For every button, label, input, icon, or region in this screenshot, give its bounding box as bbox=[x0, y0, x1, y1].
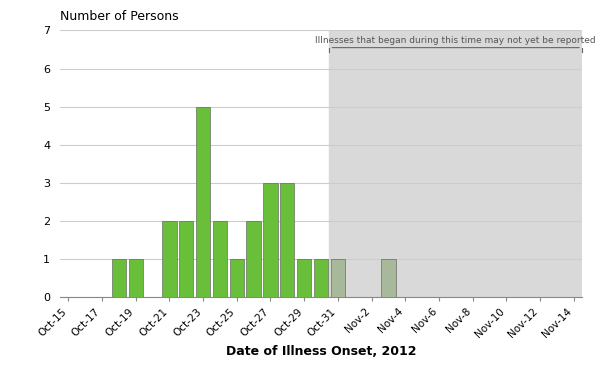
Bar bbox=[230, 259, 244, 297]
X-axis label: Date of Illness Onset, 2012: Date of Illness Onset, 2012 bbox=[226, 345, 416, 358]
Text: Number of Persons: Number of Persons bbox=[60, 10, 179, 23]
Bar bbox=[381, 259, 395, 297]
Bar bbox=[162, 221, 176, 297]
Bar bbox=[128, 259, 143, 297]
Bar bbox=[179, 221, 193, 297]
Bar bbox=[263, 183, 278, 297]
Bar bbox=[196, 107, 210, 297]
Bar bbox=[329, 30, 582, 297]
Bar bbox=[112, 259, 126, 297]
Text: Illnesses that began during this time may not yet be reported: Illnesses that began during this time ma… bbox=[316, 36, 596, 45]
Bar bbox=[247, 221, 261, 297]
Bar bbox=[213, 221, 227, 297]
Bar bbox=[280, 183, 295, 297]
Bar bbox=[297, 259, 311, 297]
Bar bbox=[331, 259, 345, 297]
Bar bbox=[314, 259, 328, 297]
